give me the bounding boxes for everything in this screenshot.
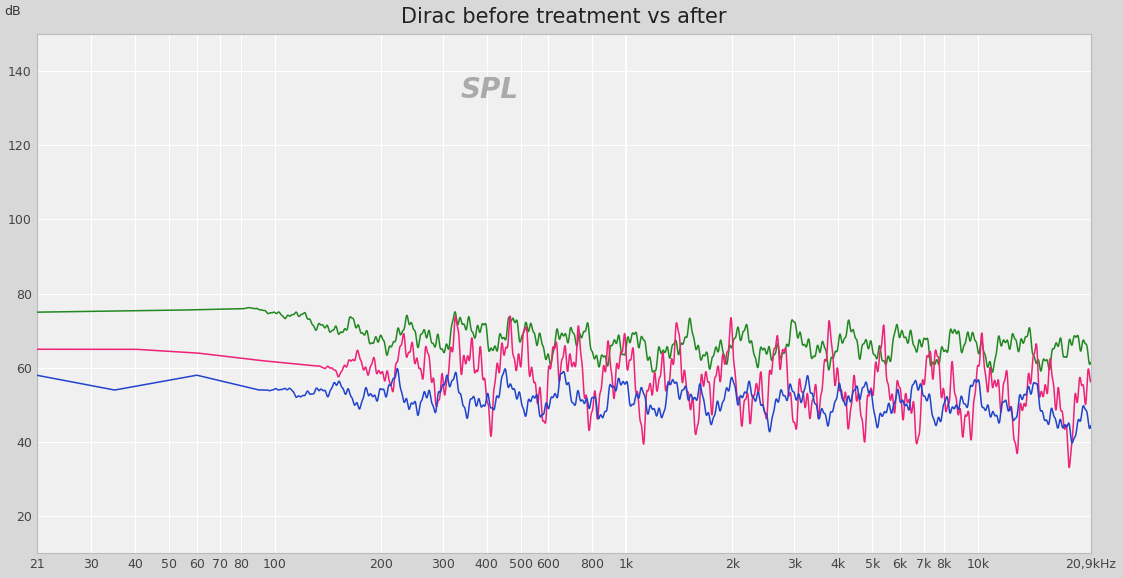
Text: dB: dB: [4, 5, 21, 18]
Text: SPL: SPL: [460, 76, 519, 103]
Title: Dirac before treatment vs after: Dirac before treatment vs after: [401, 7, 727, 27]
